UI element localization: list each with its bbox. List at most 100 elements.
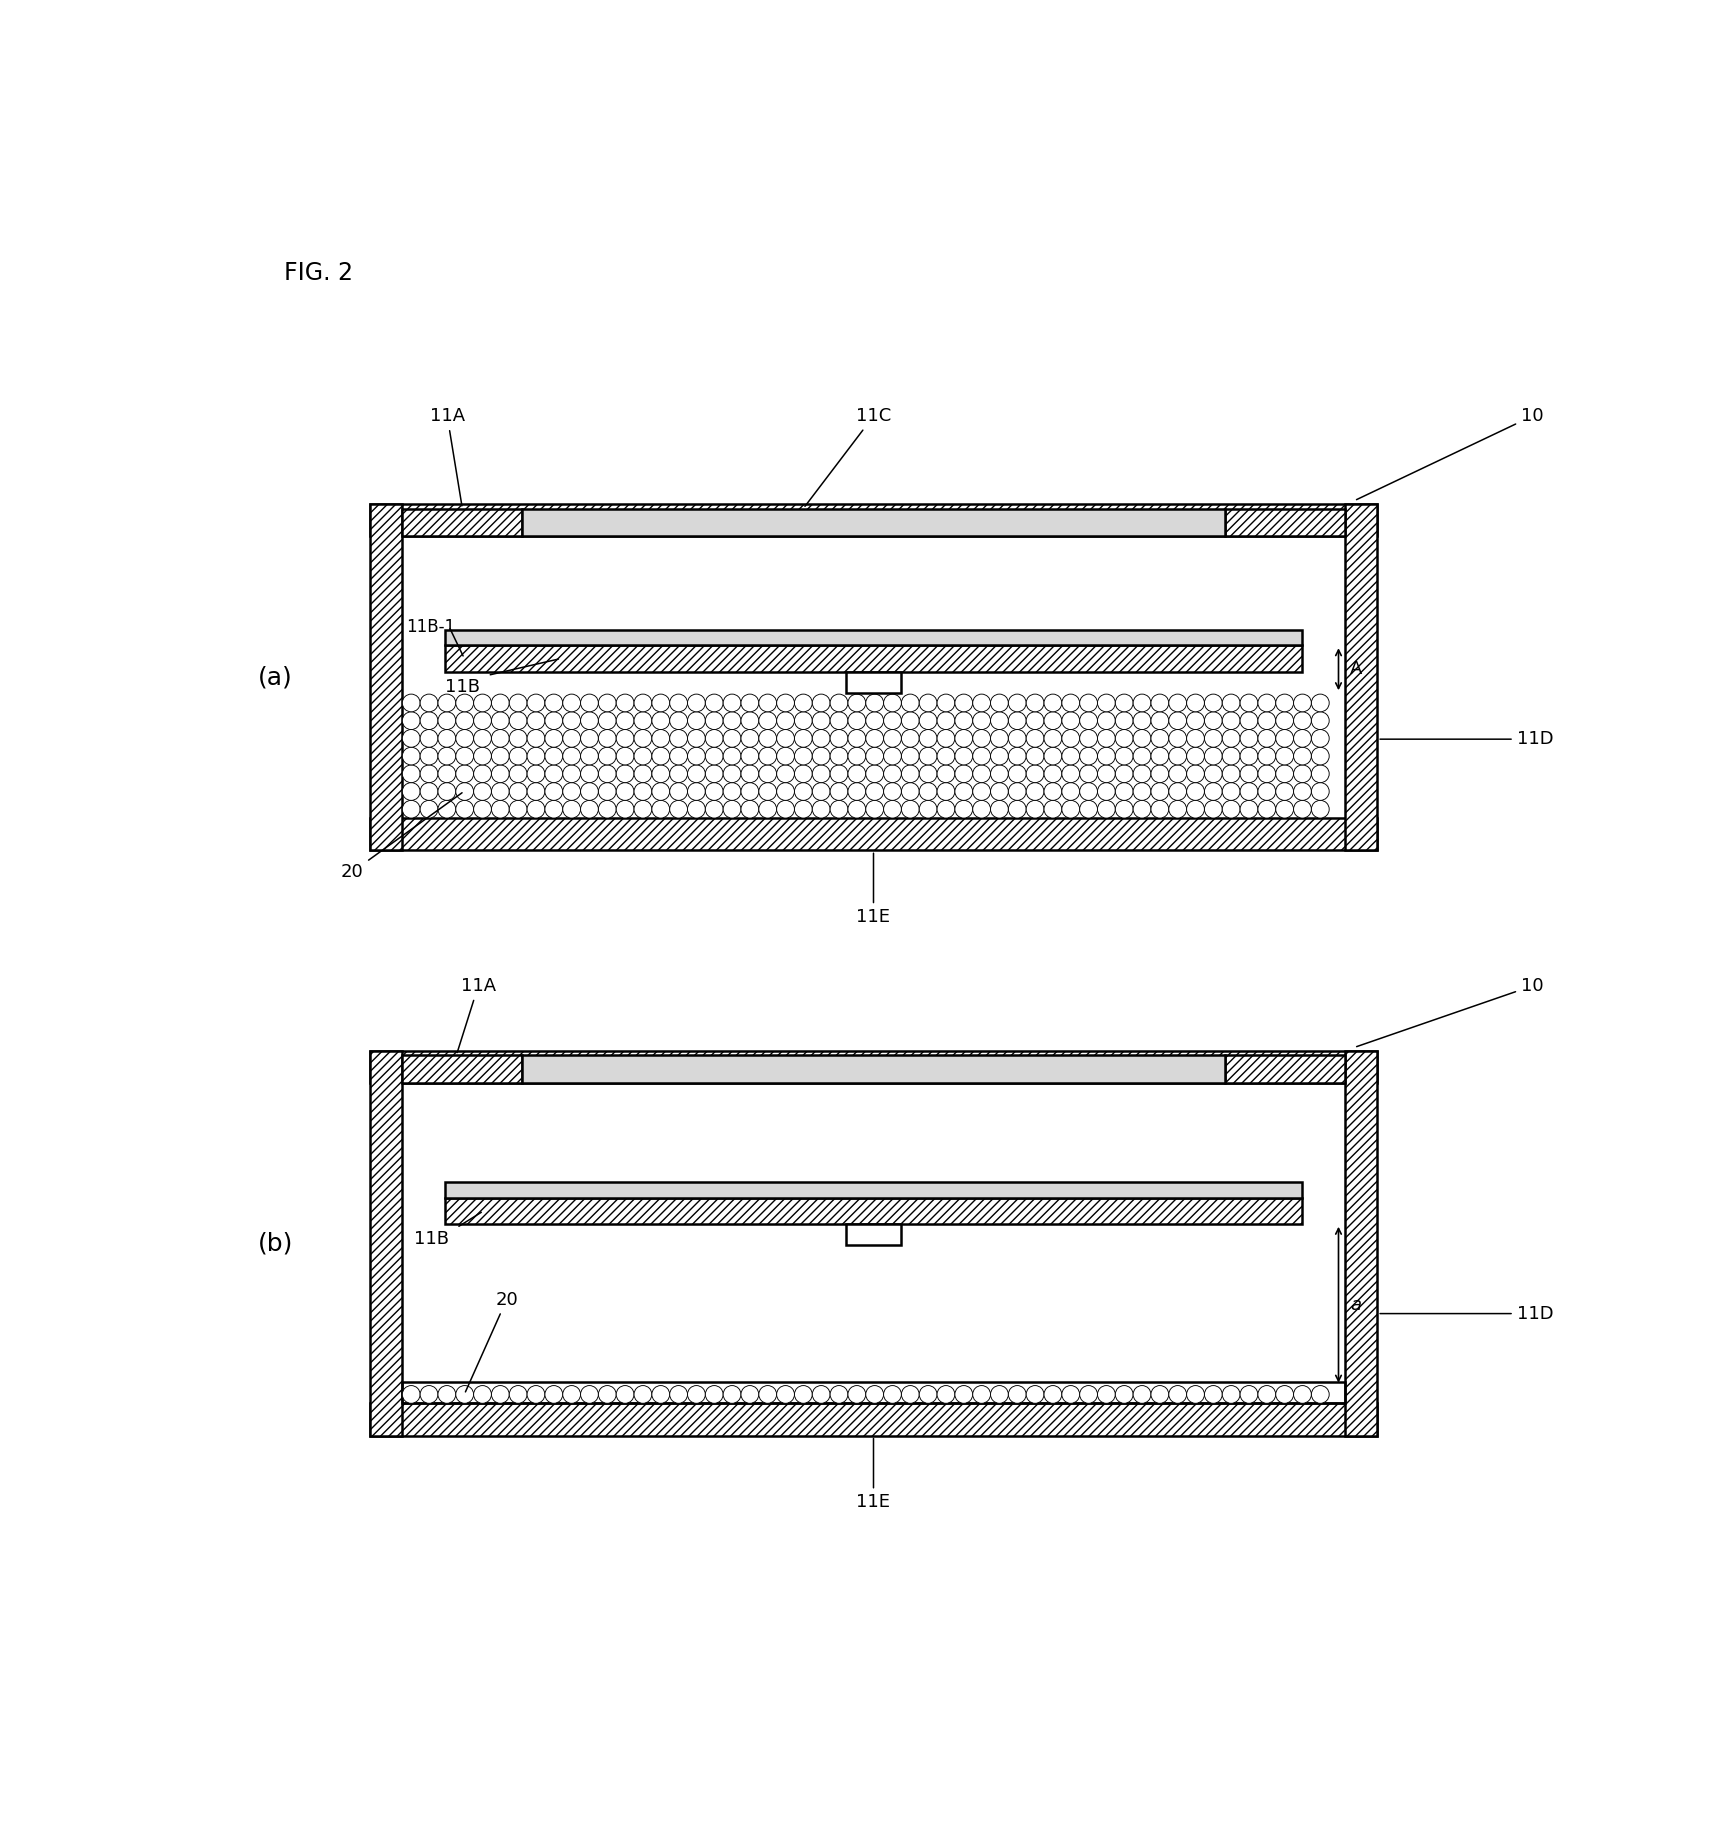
Circle shape: [1187, 711, 1204, 730]
Circle shape: [1008, 748, 1026, 765]
Circle shape: [1276, 800, 1294, 818]
Circle shape: [830, 800, 849, 818]
Circle shape: [1079, 748, 1098, 765]
Circle shape: [1204, 748, 1221, 765]
Circle shape: [1062, 730, 1079, 748]
Circle shape: [740, 765, 759, 783]
Circle shape: [1240, 1386, 1258, 1402]
Circle shape: [1062, 711, 1079, 730]
Circle shape: [1098, 800, 1115, 818]
Circle shape: [740, 711, 759, 730]
Circle shape: [849, 765, 866, 783]
Circle shape: [1008, 711, 1026, 730]
Circle shape: [1168, 748, 1187, 765]
Circle shape: [1134, 695, 1151, 711]
Circle shape: [687, 783, 706, 800]
Circle shape: [1258, 800, 1276, 818]
Circle shape: [919, 730, 936, 748]
Circle shape: [1026, 748, 1045, 765]
Circle shape: [1311, 711, 1330, 730]
Text: 11B-1: 11B-1: [405, 618, 455, 636]
Circle shape: [634, 765, 651, 783]
Circle shape: [1115, 1386, 1134, 1402]
Circle shape: [581, 1386, 598, 1402]
Circle shape: [1240, 695, 1258, 711]
Circle shape: [564, 783, 581, 800]
Circle shape: [1062, 695, 1079, 711]
Circle shape: [1187, 1386, 1204, 1402]
Circle shape: [598, 748, 617, 765]
Circle shape: [1062, 765, 1079, 783]
Circle shape: [866, 730, 883, 748]
Circle shape: [740, 1386, 759, 1402]
Circle shape: [777, 730, 794, 748]
Circle shape: [1045, 695, 1062, 711]
Circle shape: [955, 800, 972, 818]
Text: 10: 10: [1357, 978, 1543, 1046]
Circle shape: [598, 695, 617, 711]
Circle shape: [972, 1386, 991, 1402]
Circle shape: [687, 800, 706, 818]
Circle shape: [740, 748, 759, 765]
Circle shape: [1045, 730, 1062, 748]
Circle shape: [438, 695, 455, 711]
Circle shape: [794, 695, 813, 711]
Circle shape: [723, 1386, 740, 1402]
Circle shape: [1115, 800, 1134, 818]
Circle shape: [706, 730, 723, 748]
Circle shape: [706, 695, 723, 711]
Circle shape: [1221, 711, 1240, 730]
Circle shape: [1240, 765, 1258, 783]
Circle shape: [955, 765, 972, 783]
Circle shape: [1204, 783, 1221, 800]
Circle shape: [1045, 711, 1062, 730]
Circle shape: [794, 800, 813, 818]
Circle shape: [1008, 730, 1026, 748]
Circle shape: [830, 783, 849, 800]
Bar: [369, 504, 402, 851]
Circle shape: [1026, 730, 1045, 748]
Circle shape: [849, 730, 866, 748]
Circle shape: [1240, 730, 1258, 748]
Circle shape: [972, 695, 991, 711]
Bar: [1225, 1055, 1345, 1083]
Circle shape: [402, 695, 421, 711]
Circle shape: [1311, 765, 1330, 783]
Bar: [369, 1051, 1378, 1083]
Text: (a): (a): [258, 665, 292, 689]
Circle shape: [1168, 1386, 1187, 1402]
Circle shape: [1221, 748, 1240, 765]
Circle shape: [402, 800, 421, 818]
Circle shape: [813, 783, 830, 800]
Circle shape: [687, 765, 706, 783]
Circle shape: [509, 748, 527, 765]
Circle shape: [634, 800, 651, 818]
Circle shape: [1045, 748, 1062, 765]
Circle shape: [706, 765, 723, 783]
Circle shape: [706, 800, 723, 818]
Circle shape: [545, 1386, 564, 1402]
Circle shape: [1151, 765, 1168, 783]
Circle shape: [1079, 695, 1098, 711]
Text: 11E: 11E: [857, 853, 890, 926]
Circle shape: [1294, 765, 1311, 783]
Circle shape: [438, 783, 455, 800]
Circle shape: [564, 1386, 581, 1402]
Circle shape: [1115, 695, 1134, 711]
Circle shape: [1045, 783, 1062, 800]
Circle shape: [474, 695, 491, 711]
Circle shape: [455, 1386, 474, 1402]
Circle shape: [651, 711, 670, 730]
Circle shape: [1062, 1386, 1079, 1402]
Text: 11D: 11D: [1380, 730, 1553, 748]
Circle shape: [759, 800, 777, 818]
Circle shape: [1258, 748, 1276, 765]
Circle shape: [740, 800, 759, 818]
Circle shape: [1098, 1386, 1115, 1402]
Circle shape: [491, 1386, 509, 1402]
Bar: [445, 630, 1302, 645]
Circle shape: [972, 765, 991, 783]
Circle shape: [634, 711, 651, 730]
Circle shape: [1098, 730, 1115, 748]
Bar: [847, 671, 900, 693]
